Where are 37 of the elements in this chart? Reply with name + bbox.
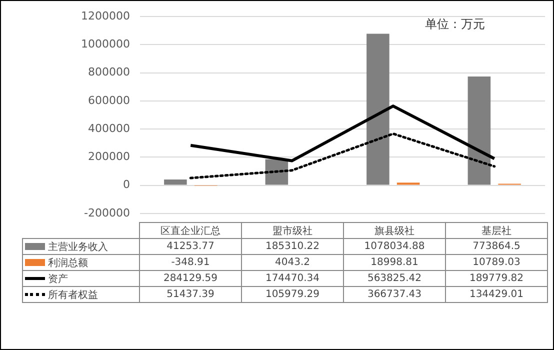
legend-label: 所有者权益 (22, 286, 140, 302)
bar (164, 179, 187, 185)
y-tick-label: 600000 (88, 94, 130, 107)
y-tick-label: 1200000 (81, 9, 130, 22)
data-label: 18998.81 (344, 254, 446, 270)
annotation: 单位：万元 (425, 16, 485, 33)
legend-label: 主营业务收入 (22, 238, 140, 254)
data-label: 10789.03 (446, 254, 548, 270)
legend-label: 资产 (22, 270, 140, 286)
bar (468, 76, 491, 185)
bar (366, 34, 390, 185)
y-tick-label: -200000 (84, 206, 130, 220)
data-label: 51437.39 (140, 286, 242, 302)
data-label: 563825.42 (344, 270, 446, 286)
x-tick-label: 区直企业汇总 (140, 222, 242, 238)
data-label: 185310.22 (242, 238, 344, 254)
y-tick-label: 400000 (88, 122, 130, 135)
data-label: 1078034.88 (344, 238, 446, 254)
data-label: 773864.5 (446, 238, 548, 254)
data-label: 366737.43 (344, 286, 446, 302)
y-tick-label: 800000 (88, 66, 130, 79)
data-label: 105979.29 (242, 286, 344, 302)
data-label: 174470.34 (242, 270, 344, 286)
line-series (189, 132, 496, 180)
x-tick-label: 盟市级社 (242, 222, 344, 238)
y-tick-label: 200000 (88, 150, 130, 164)
data-label: 41253.77 (140, 238, 242, 254)
data-label: 134429.01 (446, 286, 548, 302)
legend-label: 利润总额 (22, 254, 140, 270)
data-label: -348.91 (140, 254, 242, 270)
x-tick-label: 基层社 (446, 222, 548, 238)
data-label: 4043.2 (242, 254, 344, 270)
x-tick-label: 旗县级社 (344, 222, 446, 238)
y-tick-label: 0 (123, 178, 130, 192)
y-tick-label: 1000000 (81, 38, 130, 51)
data-label: 189779.82 (446, 270, 548, 286)
data-label: 284129.59 (140, 270, 242, 286)
